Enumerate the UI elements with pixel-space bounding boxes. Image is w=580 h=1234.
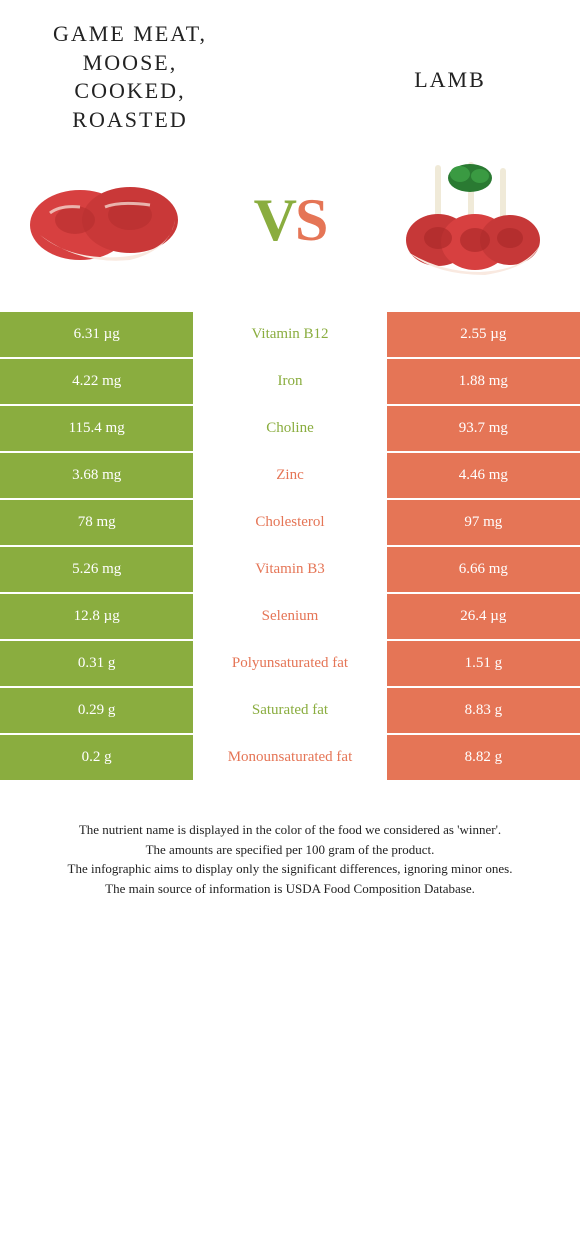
- value-left: 78 mg: [0, 499, 193, 546]
- table-row: 12.8 µgSelenium26.4 µg: [0, 593, 580, 640]
- header: GAME MEAT,MOOSE,COOKED,ROASTED LAMB: [0, 0, 580, 150]
- value-left: 0.31 g: [0, 640, 193, 687]
- value-left: 5.26 mg: [0, 546, 193, 593]
- value-left: 0.2 g: [0, 734, 193, 780]
- value-left: 0.29 g: [0, 687, 193, 734]
- nutrient-name: Zinc: [193, 452, 386, 499]
- nutrient-name: Selenium: [193, 593, 386, 640]
- value-left: 6.31 µg: [0, 311, 193, 358]
- value-right: 93.7 mg: [387, 405, 580, 452]
- nutrient-name: Monounsaturated fat: [193, 734, 386, 780]
- value-right: 26.4 µg: [387, 593, 580, 640]
- table-row: 0.31 gPolyunsaturated fat1.51 g: [0, 640, 580, 687]
- nutrient-name: Vitamin B3: [193, 546, 386, 593]
- value-right: 1.88 mg: [387, 358, 580, 405]
- table-row: 0.2 gMonounsaturated fat8.82 g: [0, 734, 580, 780]
- nutrient-name: Saturated fat: [193, 687, 386, 734]
- nutrient-name: Cholesterol: [193, 499, 386, 546]
- nutrient-name: Vitamin B12: [193, 311, 386, 358]
- value-right: 1.51 g: [387, 640, 580, 687]
- nutrient-name: Polyunsaturated fat: [193, 640, 386, 687]
- value-left: 12.8 µg: [0, 593, 193, 640]
- value-left: 115.4 mg: [0, 405, 193, 452]
- food-image-right: [390, 160, 560, 280]
- value-right: 2.55 µg: [387, 311, 580, 358]
- nutrient-name: Iron: [193, 358, 386, 405]
- nutrition-table: 6.31 µgVitamin B122.55 µg4.22 mgIron1.88…: [0, 310, 580, 780]
- vs-v: V: [254, 187, 295, 253]
- food-image-left: [20, 160, 190, 280]
- footer-line: The nutrient name is displayed in the co…: [30, 820, 550, 840]
- footer-line: The main source of information is USDA F…: [30, 879, 550, 899]
- images-row: VS: [0, 150, 580, 310]
- value-right: 6.66 mg: [387, 546, 580, 593]
- table-row: 115.4 mgCholine93.7 mg: [0, 405, 580, 452]
- footer-line: The amounts are specified per 100 gram o…: [30, 840, 550, 860]
- vs-label: VS: [254, 186, 327, 255]
- table-row: 4.22 mgIron1.88 mg: [0, 358, 580, 405]
- table-row: 3.68 mgZinc4.46 mg: [0, 452, 580, 499]
- footer-line: The infographic aims to display only the…: [30, 859, 550, 879]
- title-right: LAMB: [350, 20, 550, 140]
- title-left: GAME MEAT,MOOSE,COOKED,ROASTED: [30, 20, 230, 134]
- value-right: 97 mg: [387, 499, 580, 546]
- table-row: 5.26 mgVitamin B36.66 mg: [0, 546, 580, 593]
- value-right: 8.82 g: [387, 734, 580, 780]
- value-left: 4.22 mg: [0, 358, 193, 405]
- value-right: 4.46 mg: [387, 452, 580, 499]
- footer: The nutrient name is displayed in the co…: [0, 780, 580, 928]
- table-row: 6.31 µgVitamin B122.55 µg: [0, 311, 580, 358]
- value-left: 3.68 mg: [0, 452, 193, 499]
- table-row: 78 mgCholesterol97 mg: [0, 499, 580, 546]
- vs-s: S: [295, 187, 326, 253]
- table-row: 0.29 gSaturated fat8.83 g: [0, 687, 580, 734]
- value-right: 8.83 g: [387, 687, 580, 734]
- nutrient-name: Choline: [193, 405, 386, 452]
